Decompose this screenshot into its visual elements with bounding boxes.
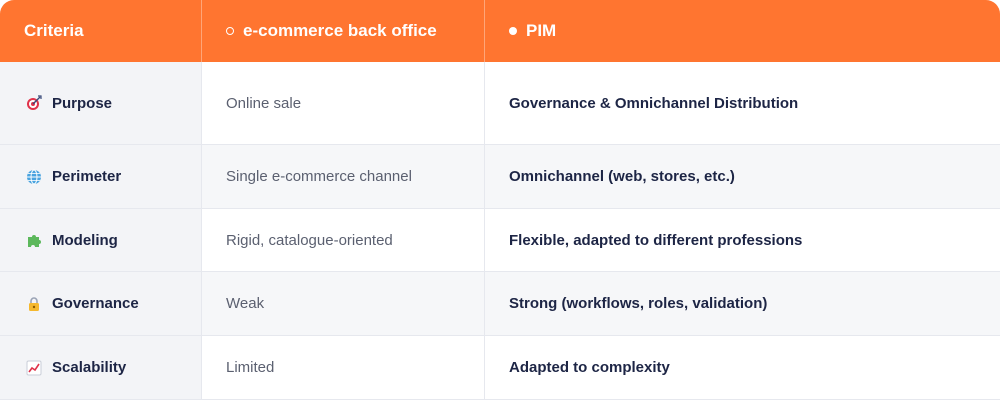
- table-row: Purpose Online sale Governance & Omnicha…: [0, 62, 1000, 145]
- criteria-cell: Purpose: [0, 62, 202, 144]
- pim-cell: Governance & Omnichannel Distribution: [485, 62, 1000, 144]
- criteria-cell: Modeling: [0, 209, 202, 271]
- lock-icon: [24, 294, 44, 314]
- pim-cell: Flexible, adapted to different professio…: [485, 209, 1000, 271]
- ecommerce-value: Rigid, catalogue-oriented: [226, 231, 393, 249]
- pim-value: Governance & Omnichannel Distribution: [509, 94, 799, 112]
- pim-value: Adapted to complexity: [509, 359, 670, 376]
- ecommerce-cell: Rigid, catalogue-oriented: [202, 209, 485, 271]
- ecommerce-value: Limited: [226, 359, 275, 376]
- pim-cell: Omnichannel (web, stores, etc.): [485, 145, 1000, 208]
- puzzle-icon: [24, 230, 44, 250]
- pim-value: Strong (workflows, roles, validation): [509, 295, 768, 312]
- header-ecommerce: e-commerce back office: [202, 0, 485, 62]
- header-pim: PIM: [485, 0, 1000, 62]
- table-row: Modeling Rigid, catalogue-oriented Flexi…: [0, 209, 1000, 272]
- criteria-cell: Scalability: [0, 336, 202, 399]
- ecommerce-cell: Limited: [202, 336, 485, 399]
- table-row: Perimeter Single e-commerce channel Omni…: [0, 145, 1000, 209]
- criteria-label: Purpose: [52, 94, 113, 112]
- table-row: Scalability Limited Adapted to complexit…: [0, 336, 1000, 400]
- pim-value: Flexible, adapted to different professio…: [509, 231, 803, 249]
- chart-increasing-icon: [24, 358, 44, 378]
- header-ecommerce-label: e-commerce back office: [243, 21, 437, 40]
- ecommerce-cell: Online sale: [202, 62, 485, 144]
- header-pim-label: PIM: [526, 21, 557, 40]
- table-row: Governance Weak Strong (workflows, roles…: [0, 272, 1000, 336]
- criteria-cell: Governance: [0, 272, 202, 335]
- ecommerce-cell: Single e-commerce channel: [202, 145, 485, 208]
- ecommerce-value: Single e-commerce channel: [226, 168, 412, 185]
- pim-cell: Strong (workflows, roles, validation): [485, 272, 1000, 335]
- ecommerce-value: Weak: [226, 295, 265, 312]
- globe-icon: [24, 167, 44, 187]
- criteria-label: Governance: [52, 295, 139, 312]
- target-icon: [24, 93, 44, 113]
- criteria-label: Modeling: [52, 231, 118, 249]
- filled-dot-icon: [509, 27, 517, 35]
- hollow-dot-icon: [226, 27, 234, 35]
- criteria-label: Perimeter: [52, 168, 122, 185]
- header-criteria-label: Criteria: [24, 21, 84, 40]
- pim-value: Omnichannel (web, stores, etc.): [509, 168, 735, 185]
- criteria-cell: Perimeter: [0, 145, 202, 208]
- pim-cell: Adapted to complexity: [485, 336, 1000, 399]
- ecommerce-cell: Weak: [202, 272, 485, 335]
- criteria-label: Scalability: [52, 359, 127, 376]
- table-header: Criteria e-commerce back office PIM: [0, 0, 1000, 62]
- header-criteria: Criteria: [0, 0, 202, 62]
- ecommerce-value: Online sale: [226, 94, 302, 112]
